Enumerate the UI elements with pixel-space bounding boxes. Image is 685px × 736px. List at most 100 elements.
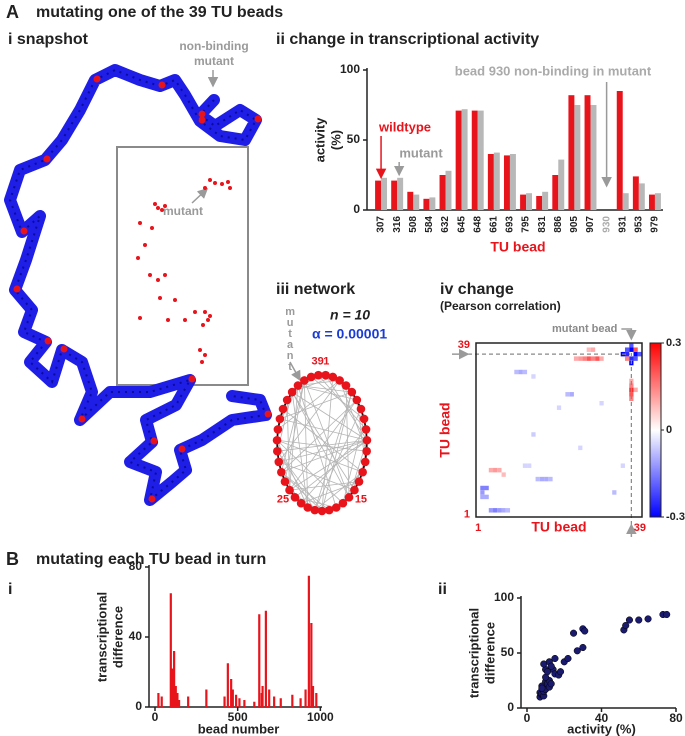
heatmap-cell (586, 356, 591, 361)
tu-bead (264, 410, 272, 418)
heatmap-cell (582, 356, 587, 361)
network-edge (291, 391, 350, 498)
heatmap-cell (522, 369, 528, 375)
bar (487, 154, 494, 210)
subpanel-subtitle: (Pearson correlation) (440, 299, 561, 313)
network-node (275, 414, 285, 424)
bar (509, 154, 516, 210)
network-edge (291, 391, 355, 491)
inset-bead (136, 256, 140, 260)
network-edge (321, 392, 353, 512)
heatmap-cell (522, 463, 528, 468)
x-tick-label: 80 (669, 711, 683, 725)
inset-bead (228, 186, 232, 190)
bar (445, 170, 452, 210)
y-tick-label: 100 (494, 590, 514, 604)
bar (439, 175, 446, 210)
network-node (278, 404, 288, 414)
bar (574, 105, 581, 210)
network-node (321, 370, 330, 380)
bar (622, 193, 629, 210)
bar (632, 176, 639, 210)
bar (160, 696, 163, 707)
tu-bead (254, 115, 262, 123)
inset-bead (183, 318, 187, 322)
arrow (191, 187, 209, 204)
annotation: mutant (194, 54, 234, 68)
bar (648, 194, 655, 210)
y-tick-label: 50 (501, 645, 515, 659)
inset-bead (206, 318, 210, 322)
heatmap-cell (480, 490, 485, 495)
panel-label: B (6, 549, 19, 569)
point (543, 668, 552, 676)
y-tick-label: 80 (129, 559, 143, 573)
bar (226, 663, 229, 707)
bar (429, 197, 436, 210)
heatmap-cell (514, 369, 519, 375)
tu-bead (158, 81, 166, 89)
heatmap-cell (629, 383, 634, 388)
inset-bead (220, 182, 224, 186)
x-tick-label: 632 (440, 216, 451, 233)
heatmap-cell (624, 347, 630, 352)
x-tick-label: 39 (634, 522, 646, 534)
tu-bead (178, 445, 186, 453)
x-tick-label: 508 (408, 216, 419, 233)
bar (536, 196, 543, 210)
inset-bead (138, 316, 142, 320)
bar (526, 193, 533, 210)
heatmap-cell (497, 467, 502, 473)
x-tick-label: 831 (537, 216, 548, 233)
x-tick-label: 0 (152, 710, 159, 724)
bar (187, 696, 190, 707)
arrow (621, 328, 637, 341)
heatmap-cell (573, 356, 579, 361)
heatmap-cell (548, 476, 553, 482)
heatmap-cell (629, 343, 634, 348)
network-edge (314, 408, 362, 511)
y-axis-label: difference (482, 622, 497, 684)
inset-bead (203, 310, 207, 314)
tu-bead (148, 495, 156, 503)
network-node (361, 425, 371, 434)
heatmap-cell (544, 476, 549, 482)
bar (477, 110, 484, 210)
bar (315, 693, 318, 707)
heatmap-cell (590, 347, 596, 352)
inset-bead (163, 204, 167, 208)
bar (503, 155, 510, 210)
network-node (273, 425, 283, 434)
network-edge (277, 380, 340, 430)
network-alpha: α = 0.00001 (312, 326, 387, 342)
inset-bead (201, 323, 205, 327)
network-node (358, 467, 367, 477)
point (570, 629, 578, 637)
inset-bead (213, 181, 217, 185)
heatmap-cell (629, 347, 634, 352)
heatmap-cell (484, 485, 489, 491)
heatmap-cell (595, 356, 600, 361)
point (551, 654, 559, 663)
x-tick-label: 661 (488, 216, 499, 233)
panel-title: mutating one of the 39 TU beads (36, 4, 283, 21)
network-node (300, 376, 309, 385)
heatmap-cell (501, 472, 506, 477)
y-tick-label: 0 (353, 202, 360, 216)
network-node (282, 395, 292, 405)
bar (638, 183, 645, 210)
tu-bead (13, 285, 21, 293)
node-label: 1 (323, 356, 329, 368)
bar (231, 689, 234, 707)
x-tick-label: 316 (392, 216, 403, 233)
node-label: 25 (277, 493, 289, 505)
x-axis-label: TU bead (531, 519, 586, 535)
heatmap-cell (531, 374, 536, 379)
inset-bead (158, 296, 162, 300)
y-tick-label: 39 (458, 339, 470, 351)
inset-bead (193, 310, 197, 314)
bar (471, 110, 478, 210)
heatmap-cell (599, 401, 604, 406)
inset-bead (208, 178, 212, 182)
heatmap-cell (527, 463, 532, 468)
